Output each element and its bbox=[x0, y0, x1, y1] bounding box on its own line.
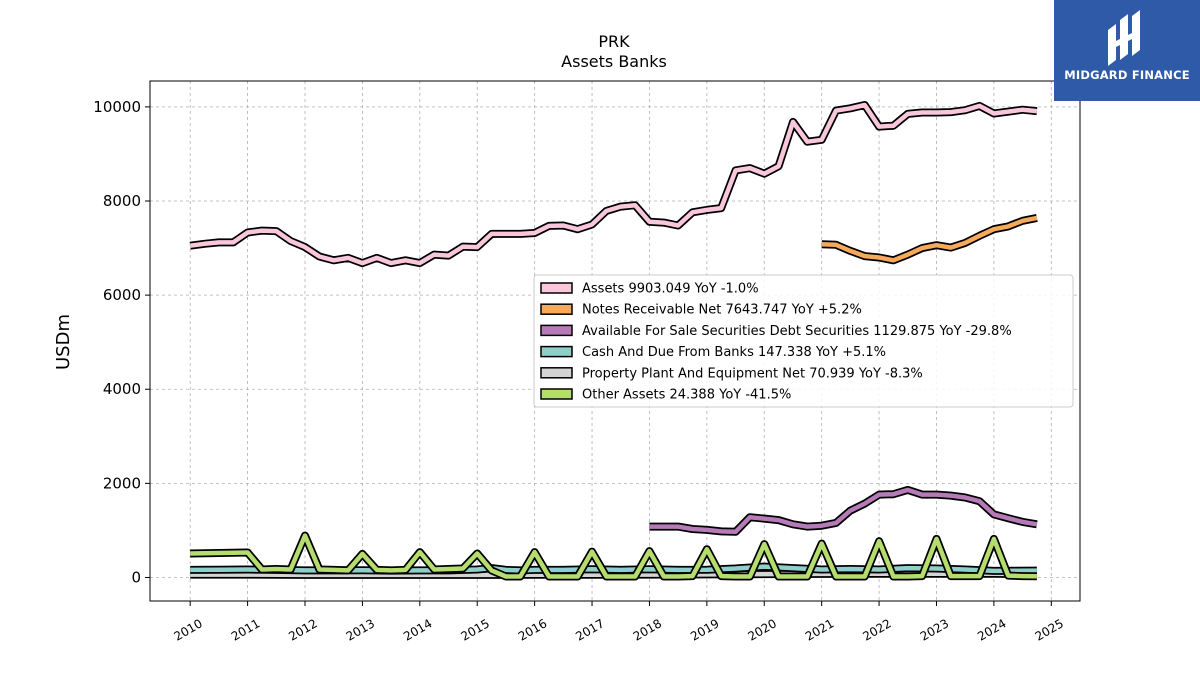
legend-swatch bbox=[540, 303, 573, 315]
y-tick-label: 6000 bbox=[103, 286, 141, 304]
legend-label: Cash And Due From Banks 147.338 YoY +5.1… bbox=[582, 345, 886, 360]
legend-label: Available For Sale Securities Debt Secur… bbox=[582, 324, 1012, 339]
x-tick-label: 2016 bbox=[516, 616, 549, 643]
x-tick-label: 2025 bbox=[1033, 616, 1066, 643]
legend-label: Property Plant And Equipment Net 70.939 … bbox=[582, 366, 923, 381]
legend-label: Other Assets 24.388 YoY -41.5% bbox=[582, 388, 791, 403]
y-tick-label: 10000 bbox=[93, 98, 141, 116]
x-tick-label: 2017 bbox=[573, 616, 606, 643]
x-tick-label: 2012 bbox=[286, 616, 319, 643]
x-tick-label: 2018 bbox=[631, 616, 664, 643]
x-tick-label: 2019 bbox=[688, 616, 721, 643]
legend-label: Notes Receivable Net 7643.747 YoY +5.2% bbox=[582, 303, 862, 318]
series-line bbox=[190, 533, 1037, 579]
y-axis-label: USDm bbox=[53, 314, 74, 370]
chart-subtitle: Assets Banks bbox=[561, 52, 667, 71]
series-layer bbox=[189, 101, 1038, 581]
x-tick-label: 2013 bbox=[344, 616, 377, 643]
x-tick-label: 2022 bbox=[860, 616, 893, 643]
x-tick-label: 2020 bbox=[746, 616, 779, 643]
plot-frame bbox=[149, 80, 1081, 602]
legend-box bbox=[533, 274, 1074, 408]
x-tick-label: 2015 bbox=[458, 616, 491, 643]
y-tick-label: 8000 bbox=[103, 192, 141, 210]
chart-title: PRK bbox=[598, 32, 630, 51]
legend-label: Assets 9903.049 YoY -1.0% bbox=[582, 282, 759, 297]
x-tick-label: 2010 bbox=[171, 616, 204, 643]
midgard-finance-logo: MIDGARD FINANCE bbox=[1054, 0, 1200, 101]
logo-text: MIDGARD FINANCE bbox=[1064, 68, 1190, 82]
series-line-outline bbox=[649, 485, 1038, 536]
legend-swatch bbox=[540, 367, 573, 379]
x-tick-label: 2014 bbox=[401, 616, 434, 643]
series-line bbox=[649, 487, 1038, 535]
x-tick-label: 2023 bbox=[918, 616, 951, 643]
series-line bbox=[189, 102, 1038, 266]
x-tick-label: 2024 bbox=[975, 616, 1008, 643]
series-line bbox=[821, 215, 1038, 263]
y-tick-label: 4000 bbox=[103, 380, 141, 398]
legend-swatch bbox=[540, 345, 573, 358]
legend-swatch bbox=[540, 324, 573, 337]
legend: Assets 9903.049 YoY -1.0% Notes Receivabl… bbox=[533, 274, 1074, 408]
x-tick-label: 2021 bbox=[803, 616, 836, 643]
x-tick-label: 2011 bbox=[229, 616, 262, 643]
series-line-outline bbox=[189, 101, 1038, 268]
legend-swatch bbox=[540, 388, 573, 400]
legend-swatch bbox=[540, 282, 573, 294]
logo-mark-icon bbox=[1108, 10, 1140, 66]
y-tick-label: 2000 bbox=[103, 474, 141, 492]
y-tick-label: 0 bbox=[131, 568, 141, 586]
